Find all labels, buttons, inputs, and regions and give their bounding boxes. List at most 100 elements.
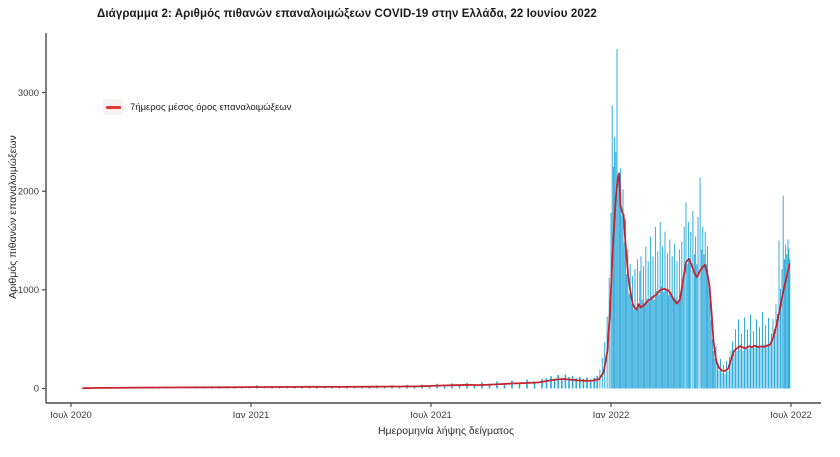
bar bbox=[708, 280, 710, 389]
bar bbox=[582, 378, 585, 389]
bar bbox=[533, 381, 536, 389]
bar bbox=[783, 259, 785, 389]
avg7-line bbox=[82, 172, 791, 390]
bar bbox=[612, 166, 614, 389]
bar bbox=[654, 226, 656, 389]
bar bbox=[787, 239, 789, 389]
bar bbox=[692, 210, 694, 389]
bar bbox=[772, 318, 774, 389]
bar bbox=[518, 382, 521, 389]
bar bbox=[662, 246, 664, 389]
x-tick-label: Ιουλ 2021 bbox=[410, 410, 452, 421]
bar bbox=[753, 331, 754, 389]
bar bbox=[659, 221, 661, 389]
bar bbox=[670, 291, 672, 389]
legend-label: 7ήμερος μέσος όρος επαναλοιμώξεων bbox=[130, 101, 292, 113]
bar bbox=[677, 301, 679, 389]
bar bbox=[756, 319, 757, 389]
bar bbox=[682, 283, 684, 389]
bar bbox=[660, 285, 662, 389]
bar bbox=[701, 249, 703, 389]
x-tick-label: Ιουλ 2020 bbox=[50, 410, 92, 421]
x-axis-title: Ημερομηνία λήψης δείγματος bbox=[377, 425, 515, 437]
bar bbox=[710, 320, 712, 389]
bar bbox=[596, 376, 598, 389]
bar bbox=[713, 351, 715, 389]
bar bbox=[575, 378, 577, 389]
bar bbox=[735, 329, 736, 389]
bar bbox=[687, 221, 689, 389]
bar bbox=[589, 379, 592, 389]
bar bbox=[564, 374, 567, 389]
bar bbox=[736, 350, 738, 389]
bar bbox=[632, 276, 634, 389]
bar bbox=[742, 351, 744, 389]
bar bbox=[503, 383, 506, 389]
bar bbox=[750, 314, 751, 389]
bar bbox=[663, 291, 665, 389]
bar bbox=[729, 356, 730, 389]
bar bbox=[745, 347, 747, 389]
bar bbox=[724, 373, 726, 389]
bar bbox=[730, 350, 732, 389]
bar bbox=[666, 253, 668, 389]
bar bbox=[683, 226, 685, 389]
bar bbox=[526, 379, 528, 389]
bar bbox=[635, 310, 637, 389]
bar bbox=[703, 254, 705, 389]
bar bbox=[760, 346, 762, 389]
bar bbox=[458, 384, 461, 389]
bar bbox=[629, 264, 631, 389]
bar bbox=[550, 376, 552, 389]
bar bbox=[669, 239, 671, 389]
bar bbox=[623, 242, 625, 389]
bar bbox=[715, 346, 717, 389]
bar bbox=[747, 329, 748, 389]
bar bbox=[695, 236, 697, 389]
bar bbox=[614, 136, 616, 389]
bar bbox=[622, 189, 624, 389]
bar bbox=[676, 261, 678, 389]
bar bbox=[704, 231, 706, 389]
bar bbox=[642, 266, 644, 389]
bar bbox=[702, 226, 704, 389]
bar bbox=[617, 176, 619, 389]
bar bbox=[768, 317, 769, 389]
bar bbox=[766, 345, 768, 389]
bar bbox=[732, 341, 733, 389]
bar bbox=[652, 256, 654, 389]
bar bbox=[557, 374, 559, 389]
bar bbox=[789, 259, 791, 389]
bar bbox=[428, 385, 431, 389]
bar bbox=[646, 298, 648, 389]
bar bbox=[763, 344, 765, 389]
red-line-icon bbox=[105, 105, 121, 109]
bar bbox=[739, 349, 741, 389]
bar bbox=[781, 269, 783, 389]
bar bbox=[762, 312, 763, 389]
bar bbox=[680, 294, 682, 389]
bar bbox=[720, 358, 721, 389]
bar bbox=[727, 371, 729, 389]
bar bbox=[640, 256, 642, 389]
bar bbox=[696, 264, 698, 389]
bar bbox=[668, 294, 670, 389]
y-tick-label: 3000 bbox=[18, 88, 39, 99]
bar bbox=[675, 297, 677, 389]
bar bbox=[690, 231, 692, 389]
bar bbox=[671, 256, 673, 389]
bar bbox=[674, 243, 676, 389]
bar bbox=[769, 343, 771, 389]
bar bbox=[586, 377, 588, 389]
bar bbox=[645, 246, 647, 389]
legend-key bbox=[103, 99, 123, 115]
bar bbox=[545, 378, 548, 389]
bar bbox=[638, 306, 640, 389]
bar bbox=[630, 303, 632, 389]
bar bbox=[571, 375, 574, 389]
bar bbox=[644, 303, 646, 389]
bar bbox=[685, 202, 687, 389]
bar bbox=[775, 304, 777, 389]
